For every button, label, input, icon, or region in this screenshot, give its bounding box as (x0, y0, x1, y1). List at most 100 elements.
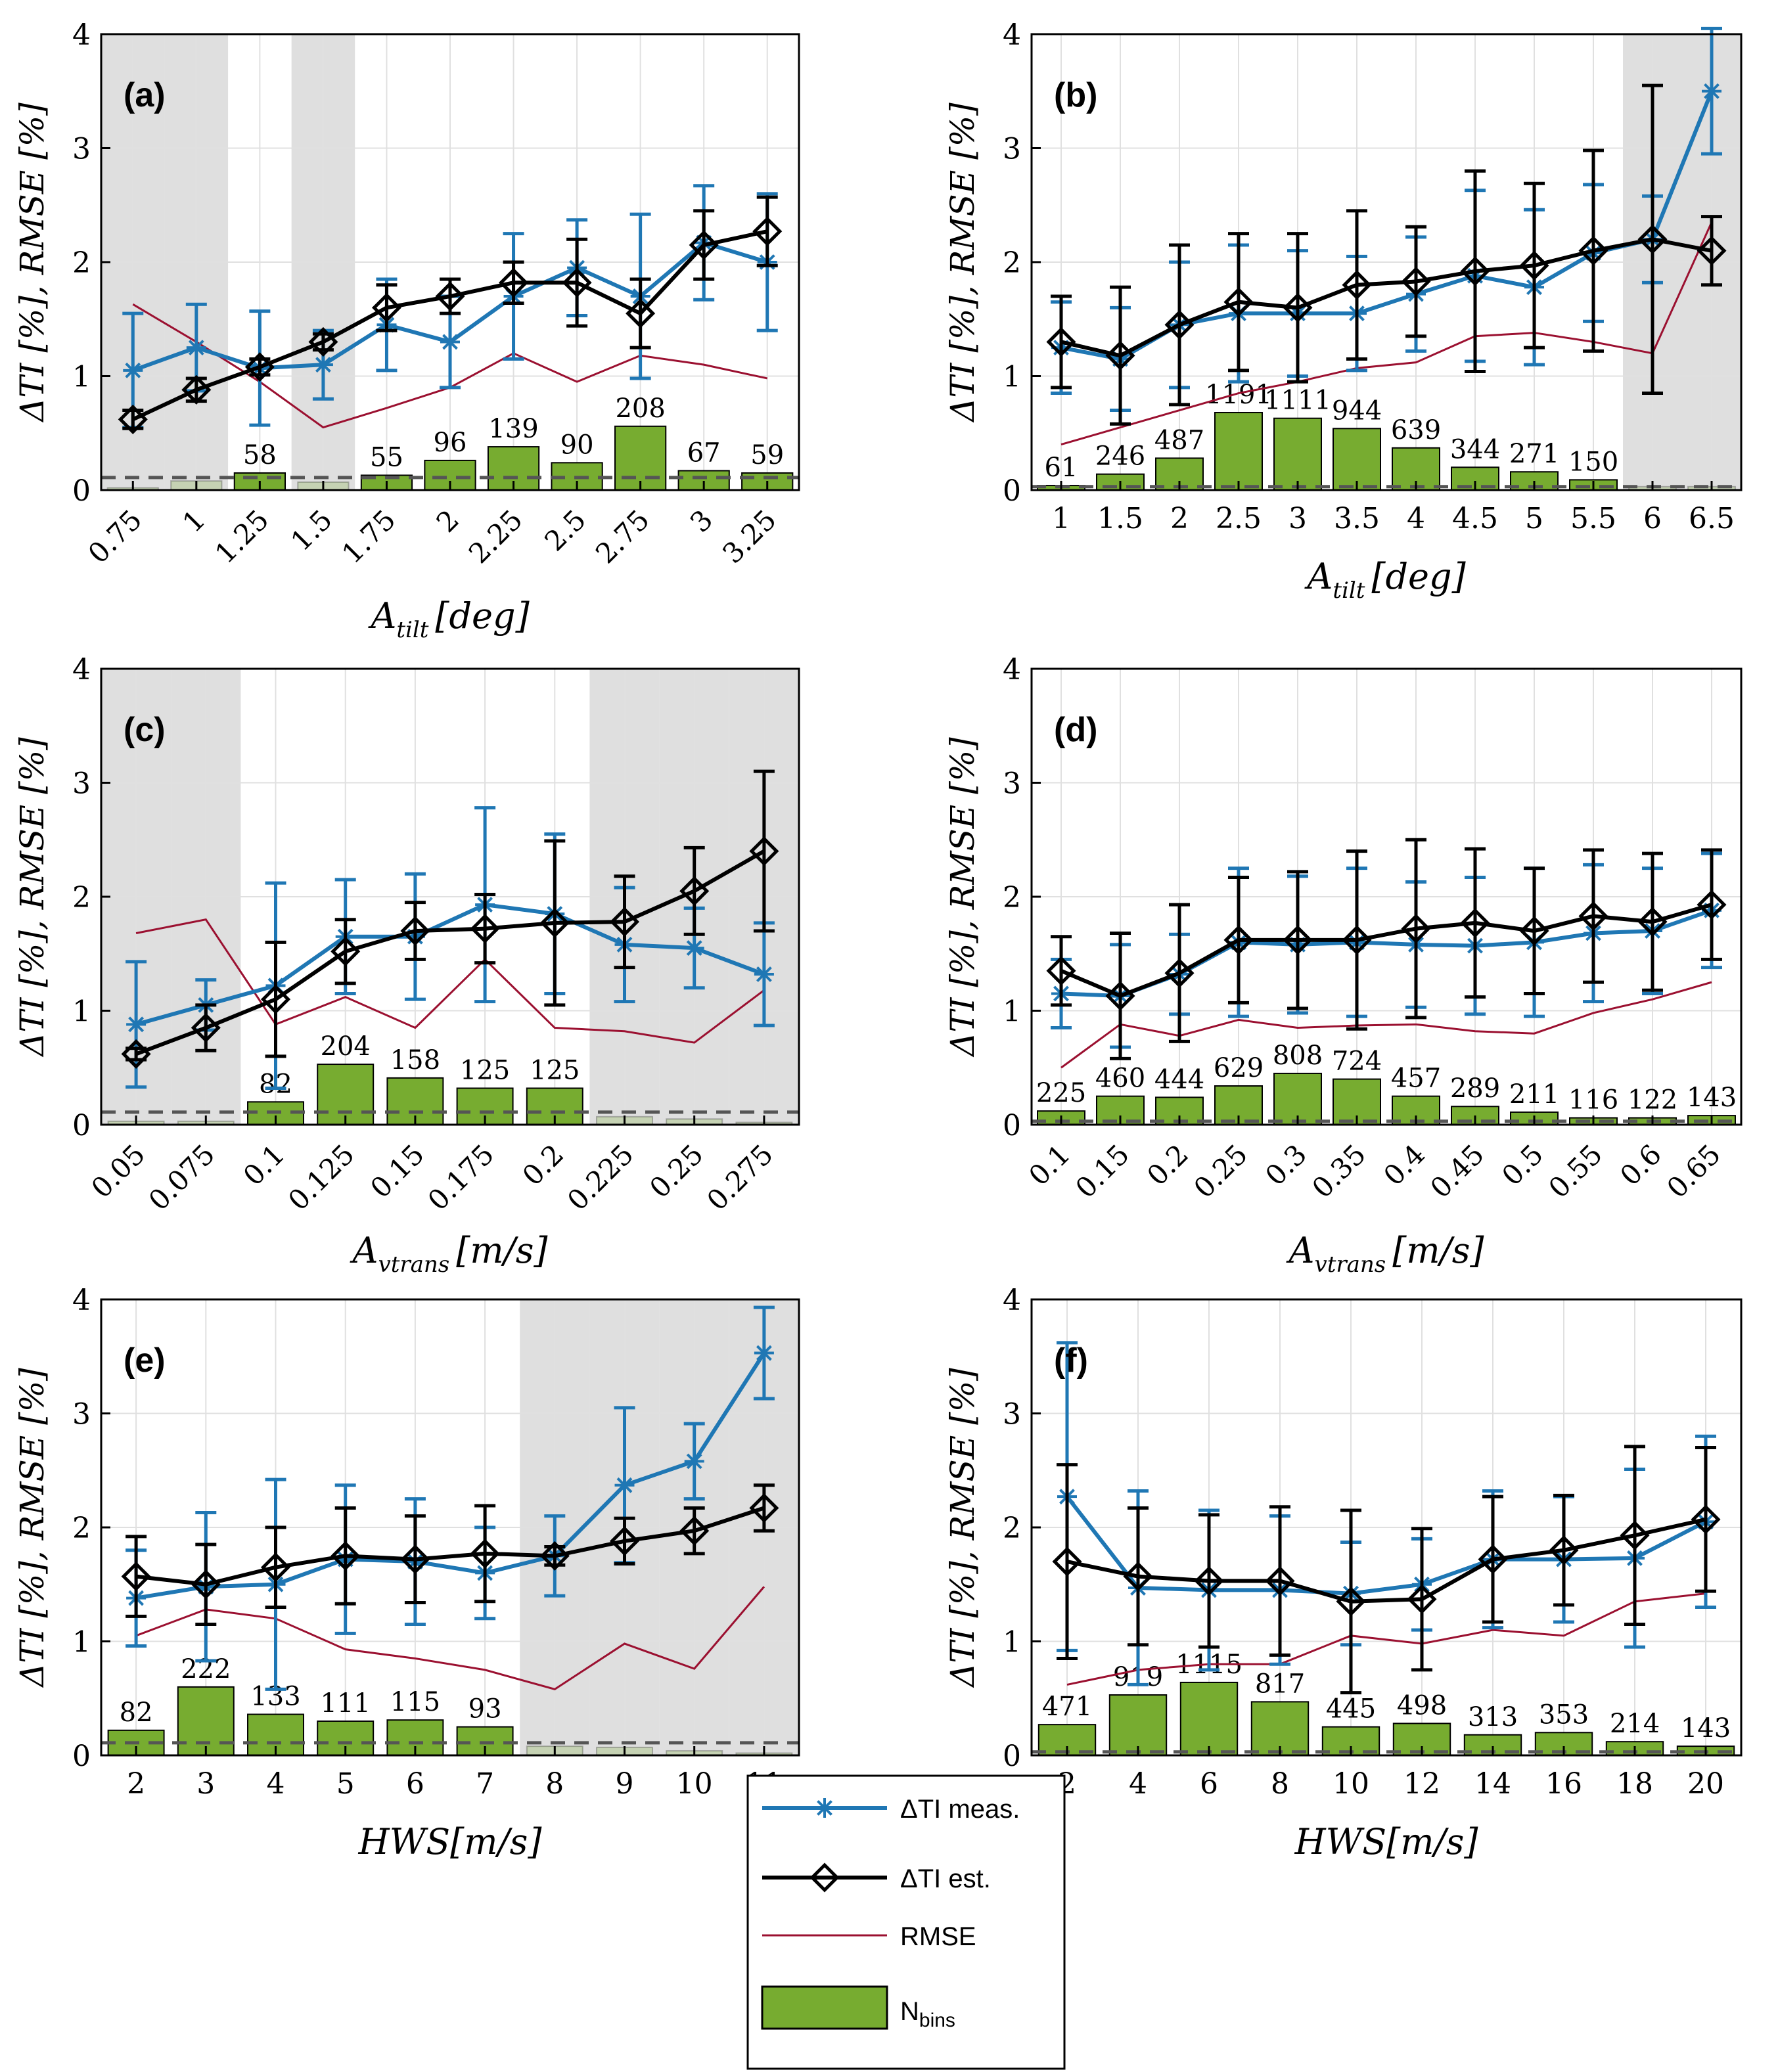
nbins-label: 817 (1255, 1669, 1305, 1699)
x-tick-label: 9 (616, 1767, 634, 1801)
nbins-label: 487 (1154, 425, 1204, 455)
panel-label: (b) (1054, 76, 1097, 114)
nbins-label: 150 (1568, 447, 1618, 477)
nbins-label: 211 (1509, 1079, 1559, 1110)
rmse-line (1060, 221, 1713, 446)
est-marker (308, 327, 338, 357)
nbins-label: 55 (370, 442, 403, 472)
nbins-label: 289 (1450, 1073, 1500, 1104)
est-marker (1697, 236, 1727, 266)
est-marker (609, 1526, 640, 1556)
nbins-label: 115 (390, 1687, 440, 1717)
rmse-line (1066, 1592, 1706, 1686)
est-marker (1194, 1566, 1224, 1596)
nbins-label: 246 (1095, 441, 1145, 472)
nbins-label: 82 (120, 1698, 153, 1728)
y-tick-label: 4 (1003, 18, 1021, 52)
est-marker (539, 1541, 570, 1571)
meas-marker-d2 (1704, 83, 1720, 99)
y-axis-label: ΔTI [%], RMSE [%] (13, 1368, 51, 1688)
x-axis-label-sub: tilt (396, 617, 428, 643)
est-marker (1460, 908, 1490, 938)
meas-marker (186, 338, 206, 358)
est-marker (181, 374, 212, 405)
est-marker (679, 876, 710, 906)
est-marker (1519, 916, 1549, 946)
x-axis-label-sub: vtrans (1315, 1251, 1386, 1278)
meas-line (135, 1351, 766, 1600)
nbins-label: 208 (615, 394, 665, 424)
meas-marker-d2 (442, 334, 458, 350)
est-marker (1223, 287, 1254, 317)
legend-meas-label: ΔTI meas. (900, 1795, 1020, 1824)
y-tick-label: 1 (1003, 361, 1021, 394)
y-axis-label: ΔTI [%], RMSE [%] (944, 102, 982, 423)
nbins-label: 445 (1326, 1694, 1376, 1724)
est-marker (331, 1541, 361, 1571)
x-tick-label: 1.5 (285, 503, 338, 557)
x-axis-label-sub: tilt (1333, 577, 1365, 604)
nbins-label: 96 (434, 428, 467, 458)
nbins-label: 498 (1397, 1690, 1447, 1721)
meas-marker (1702, 81, 1721, 101)
x-tick-label: 6.5 (1689, 502, 1735, 535)
x-tick-label: 2.75 (589, 503, 656, 570)
est-marker (562, 267, 592, 298)
est-marker (1407, 1584, 1437, 1614)
x-tick-label: 0.6 (1614, 1138, 1668, 1192)
nbins-label: 90 (560, 430, 594, 460)
meas-line (135, 903, 765, 1027)
est-marker (244, 352, 275, 382)
legend-meas-star-d2 (817, 1800, 832, 1816)
nbins-label: 59 (750, 440, 784, 470)
nbins-bar (614, 425, 667, 491)
est-marker (499, 267, 529, 298)
est-marker (470, 1539, 500, 1569)
x-tick-label: 0.075 (143, 1138, 221, 1217)
meas-marker-d2 (125, 362, 141, 378)
y-tick-label: 0 (72, 1109, 91, 1142)
est-marker (1637, 907, 1668, 937)
x-axis-label-base: A (1304, 556, 1333, 597)
est-marker (1549, 1535, 1579, 1565)
panel-label: (f) (1054, 1341, 1088, 1380)
meas-marker (123, 360, 143, 380)
y-tick-label: 4 (1003, 653, 1021, 687)
nbins-label: 944 (1332, 395, 1382, 426)
x-axis-label: HWS[m/s] (1294, 1821, 1479, 1862)
x-tick-label: 0.225 (561, 1138, 640, 1217)
x-tick-label: 5.5 (1570, 502, 1616, 535)
x-tick-label: 0.15 (364, 1138, 430, 1204)
y-tick-label: 4 (72, 1284, 91, 1317)
x-tick-label: 6 (1200, 1767, 1218, 1801)
legend-meas-marker (815, 1798, 834, 1818)
y-tick-label: 3 (72, 1398, 91, 1431)
x-tick-label: 2 (1170, 502, 1189, 535)
est-marker (1123, 1562, 1153, 1592)
panel-label: (c) (124, 711, 166, 749)
nbins-label: 457 (1391, 1064, 1441, 1094)
x-tick-label: 0.5 (1495, 1138, 1549, 1192)
nbins-bar (1179, 1681, 1239, 1756)
x-tick-label: 0.75 (82, 503, 148, 570)
nbins-bar (317, 1064, 375, 1126)
x-tick-label: 0.3 (1259, 1138, 1313, 1192)
est-marker (1460, 256, 1490, 286)
y-tick-label: 4 (72, 18, 91, 52)
nbins-label: 116 (1568, 1085, 1618, 1115)
est-marker (470, 914, 500, 944)
est-marker (1342, 270, 1372, 300)
x-axis-label-base: A (367, 595, 396, 637)
nbins-label: 271 (1509, 439, 1559, 469)
est-marker (1697, 890, 1727, 920)
x-tick-label: 0.35 (1306, 1138, 1372, 1204)
nbins-bar (1392, 1723, 1451, 1756)
x-tick-label: 1.75 (336, 503, 402, 570)
est-marker (689, 230, 719, 260)
est-marker (1105, 340, 1135, 371)
est-marker (435, 281, 465, 311)
est-marker (1336, 1587, 1366, 1617)
x-tick-label: 10 (1333, 1767, 1369, 1801)
